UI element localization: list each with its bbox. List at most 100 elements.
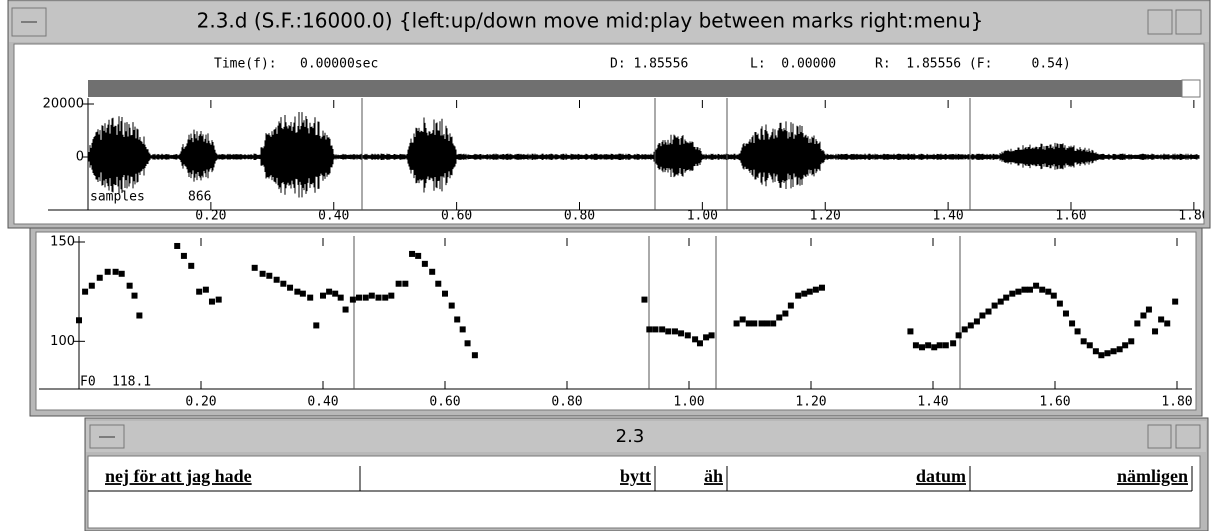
f0-point	[112, 268, 119, 275]
f0-point	[362, 294, 369, 301]
f0-point	[787, 302, 794, 309]
f0-point	[1158, 316, 1165, 323]
f0-point	[665, 328, 672, 335]
left-mark: L: 0.00000	[750, 57, 836, 72]
f0-point	[1164, 320, 1171, 327]
f0-point	[931, 344, 938, 351]
f0-point	[991, 302, 998, 309]
f0-point	[684, 332, 691, 339]
f0-point	[708, 332, 715, 339]
f0-point	[368, 292, 375, 299]
f0-point	[280, 280, 287, 287]
f0-point	[382, 294, 389, 301]
f0-point	[961, 326, 968, 333]
f0-point	[454, 316, 461, 323]
f0-point	[1116, 346, 1123, 353]
f0-point	[1069, 320, 1076, 327]
x-tick-label: 1.60	[1055, 209, 1086, 224]
window-title: 2.3.d (S.F.:16000.0) {left:up/down move …	[197, 9, 984, 33]
f0-point	[1080, 338, 1087, 345]
f0-point	[745, 320, 752, 327]
f0-point	[1152, 328, 1159, 335]
f0-point	[919, 344, 926, 351]
segment-label: datum	[916, 466, 966, 486]
f0-point	[307, 294, 314, 301]
duration: D: 1.85556	[610, 57, 688, 72]
f0-point	[973, 318, 980, 325]
f0-point	[448, 302, 455, 309]
time-value: 0.00000sec	[300, 57, 378, 72]
x-tick-label: 0.80	[564, 209, 595, 224]
f0-point	[208, 298, 215, 305]
f0-point	[950, 340, 957, 347]
f0-point	[202, 286, 209, 293]
y-tick-label: 150	[50, 235, 75, 250]
f0-point	[349, 296, 356, 303]
scroll-thumb[interactable]	[1181, 79, 1201, 98]
f0-point	[299, 290, 306, 297]
f0-point	[801, 290, 808, 297]
x-tick-label: 1.80	[1178, 209, 1209, 224]
f0-point	[441, 290, 448, 297]
f0-point	[652, 326, 659, 333]
segment-label: nämligen	[1117, 466, 1188, 486]
f0-point	[671, 328, 678, 335]
f0-point	[251, 264, 258, 271]
f0-point	[471, 352, 478, 359]
cursor-value: 866	[188, 190, 211, 205]
minimize-button[interactable]	[1147, 9, 1173, 35]
f0-point	[703, 334, 710, 341]
f0-point	[435, 280, 442, 287]
y-tick-label: 20000	[43, 97, 84, 112]
f0-point	[942, 342, 949, 349]
f0-point	[936, 342, 943, 349]
f0-point	[678, 330, 685, 337]
f0-point	[180, 252, 187, 259]
title-bar	[9, 2, 1209, 42]
f0-point	[776, 314, 783, 321]
f0-point	[96, 274, 103, 281]
f0-point	[1026, 286, 1033, 293]
f0-point	[332, 290, 339, 297]
f0-point	[409, 250, 416, 257]
x-tick-label: 0.40	[307, 395, 338, 410]
f0-point	[1015, 288, 1022, 295]
f0-point	[82, 288, 89, 295]
f0-point	[696, 340, 703, 347]
f0-point	[1122, 342, 1129, 349]
waveform	[88, 111, 1200, 198]
f0-point	[342, 306, 349, 313]
f0-point	[1110, 348, 1117, 355]
y-tick-label: 0	[76, 150, 84, 165]
f0-point	[1074, 328, 1081, 335]
scroll-bar[interactable]	[88, 80, 1182, 97]
f0-point	[925, 342, 932, 349]
x-tick-label: 1.00	[687, 209, 718, 224]
f0-point	[806, 288, 813, 295]
f0-point	[259, 270, 266, 277]
x-tick-label: 0.20	[195, 209, 226, 224]
f0-point	[912, 342, 919, 349]
title-bar	[86, 421, 1206, 452]
f0-point	[355, 294, 362, 301]
f0-point	[770, 320, 777, 327]
time-label: Time(f):	[214, 57, 277, 72]
f0-point	[313, 322, 320, 329]
f0-point	[1128, 338, 1135, 345]
f0-point	[459, 326, 466, 333]
x-tick-label: 1.60	[1039, 395, 1070, 410]
f0-point	[782, 310, 789, 317]
f0-point	[337, 294, 344, 301]
x-tick-label: 0.80	[551, 395, 582, 410]
f0-point	[997, 298, 1004, 305]
cursor-value: 118.1	[112, 375, 151, 390]
maximize-button[interactable]	[1175, 424, 1201, 449]
f0-point	[287, 284, 294, 291]
f0-point	[795, 292, 802, 299]
maximize-button[interactable]	[1175, 9, 1202, 35]
f0-point	[136, 312, 143, 319]
f0-point	[326, 288, 333, 295]
f0-point	[421, 260, 428, 267]
minimize-button[interactable]	[1147, 424, 1172, 449]
